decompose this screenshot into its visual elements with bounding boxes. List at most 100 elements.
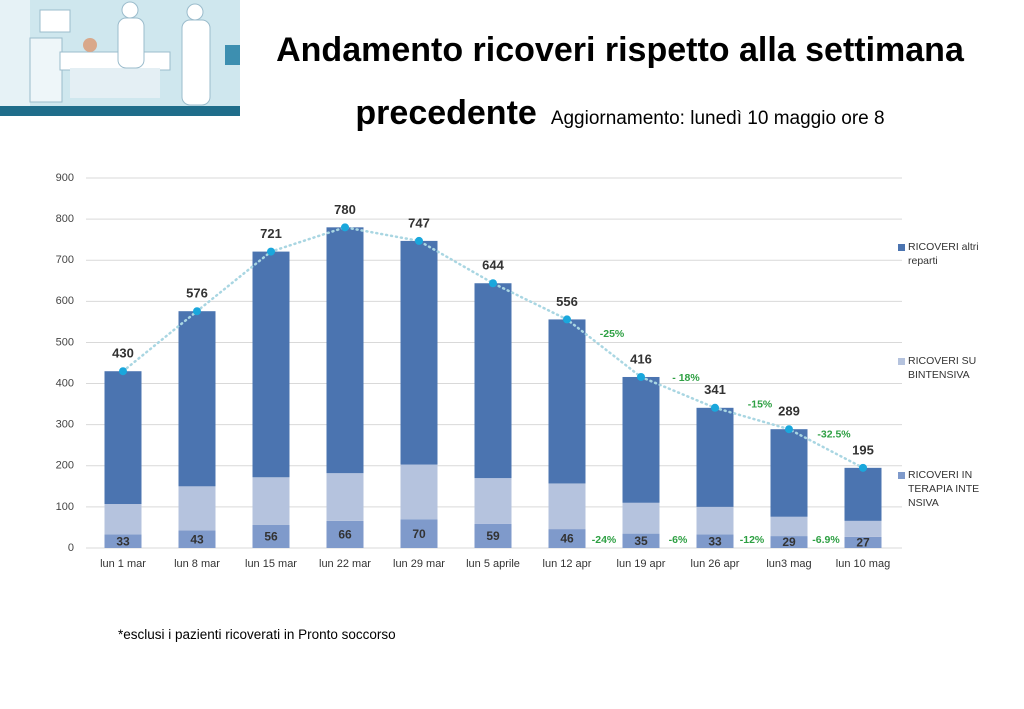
bar-segment	[400, 464, 438, 520]
x-tick-label: lun 26 apr	[691, 558, 740, 570]
bar-segment	[252, 251, 290, 478]
total-label: 341	[704, 382, 726, 397]
bar-segment	[326, 227, 364, 474]
bar-segment	[178, 530, 216, 548]
x-tick-label: lun 5 aprile	[466, 558, 520, 570]
totals-point	[415, 236, 423, 245]
bar-segment	[474, 283, 512, 479]
x-tick-label: lun 22 mar	[319, 558, 371, 570]
bar-segment	[844, 467, 882, 521]
y-tick-label: 400	[56, 377, 74, 389]
y-tick-label: 700	[56, 254, 74, 266]
bar-segment	[474, 478, 512, 524]
bar-segment	[696, 407, 734, 507]
data-label: 33	[116, 534, 130, 548]
bar-segment	[178, 311, 216, 487]
bar-segment	[548, 529, 586, 548]
data-label: 66	[338, 528, 352, 542]
bar-segment	[696, 506, 734, 535]
legend-swatch	[898, 244, 905, 251]
total-label: 644	[482, 258, 504, 273]
legend-label: RICOVERI SUBINTENSIVA	[908, 355, 977, 381]
y-tick-label: 300	[56, 419, 74, 431]
total-label: 747	[408, 215, 430, 230]
icu-change-label: -6.9%	[812, 534, 840, 546]
data-label: 46	[560, 532, 574, 546]
totals-point	[267, 247, 275, 256]
footnote: *esclusi i pazienti ricoverati in Pronto…	[118, 627, 396, 642]
total-label: 416	[630, 351, 652, 366]
total-change-label: -15%	[748, 398, 773, 410]
total-label: 780	[334, 202, 356, 217]
y-tick-label: 900	[56, 172, 74, 184]
chart-subtitle: Aggiornamento: lunedì 10 maggio ore 8	[550, 108, 885, 129]
bar-segment	[252, 524, 290, 548]
bar-segment	[622, 533, 660, 548]
x-tick-label: lun 1 mar	[100, 558, 146, 570]
bar-segment	[844, 536, 882, 548]
bar-segment	[104, 504, 142, 535]
legend-swatch	[898, 472, 905, 479]
y-tick-label: 200	[56, 460, 74, 472]
bar-segment	[104, 534, 142, 548]
total-label: 195	[852, 442, 874, 457]
bar-segment	[400, 240, 438, 465]
bar-segment	[474, 523, 512, 548]
totals-point	[859, 463, 867, 472]
legend-label: RICOVERI IN TERAPIA INTENSIVA	[908, 469, 980, 509]
bar-segment	[844, 520, 882, 537]
data-label: 59	[486, 529, 500, 543]
bar-segment	[326, 520, 364, 548]
icu-change-label: -6%	[669, 534, 688, 546]
title-block: Andamento ricoveri rispetto alla settima…	[250, 22, 990, 148]
total-label: 289	[778, 404, 800, 419]
bar-segment	[622, 376, 660, 503]
totals-point	[637, 372, 645, 381]
y-tick-label: 500	[56, 336, 74, 348]
totals-point	[563, 315, 571, 324]
x-tick-label: lun 19 apr	[617, 558, 666, 570]
total-change-label: -25%	[600, 328, 625, 340]
data-label: 43	[190, 532, 204, 546]
y-tick-label: 100	[56, 501, 74, 513]
totals-point	[711, 403, 719, 412]
chart: 0 100 200 300 400 500 600 700 800 900 33 lun 1 mar 4…	[56, 172, 902, 570]
illustration	[0, 0, 240, 116]
bar-segment	[622, 502, 660, 534]
data-label: 29	[782, 535, 796, 549]
totals-point	[785, 425, 793, 434]
total-label: 576	[186, 286, 208, 301]
total-label: 556	[556, 294, 578, 309]
x-tick-label: lun 29 mar	[393, 558, 445, 570]
bar-segment	[548, 483, 586, 530]
bar-segment	[770, 429, 808, 517]
bar-segment	[770, 516, 808, 537]
x-tick-label: lun 8 mar	[174, 558, 220, 570]
totals-point	[489, 279, 497, 288]
total-label: 430	[112, 346, 134, 361]
data-label: 56	[264, 530, 278, 544]
legend-swatch	[898, 358, 905, 365]
bar-segment	[400, 519, 438, 548]
bar-segment	[326, 473, 364, 521]
x-tick-label: lun 15 mar	[245, 558, 297, 570]
bar-segment	[548, 319, 586, 484]
totals-line	[121, 226, 865, 470]
bar-segment	[696, 534, 734, 548]
totals-point	[119, 367, 127, 376]
x-tick-label: lun 10 mag	[836, 558, 890, 570]
icu-change-label: -12%	[740, 534, 765, 546]
bar-segment	[178, 486, 216, 531]
totals-point	[341, 223, 349, 232]
data-label: 35	[634, 534, 648, 548]
y-tick-label: 600	[56, 295, 74, 307]
legend-label: RICOVERI altri reparti	[908, 241, 979, 267]
y-tick-label: 800	[56, 213, 74, 225]
data-label: 27	[856, 536, 870, 550]
data-label: 70	[412, 527, 426, 541]
total-change-label: -32.5%	[817, 428, 851, 440]
total-label: 721	[260, 226, 282, 241]
x-tick-label: lun 12 apr	[543, 558, 592, 570]
data-label: 33	[708, 534, 722, 548]
